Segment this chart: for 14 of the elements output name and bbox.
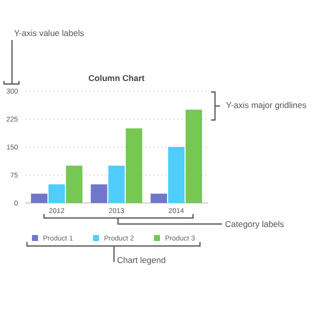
bar — [48, 184, 65, 203]
chart-title: Column Chart — [88, 73, 145, 83]
bar — [186, 110, 202, 203]
bar — [66, 166, 82, 203]
text: Category labels — [225, 219, 284, 229]
bar — [126, 128, 142, 203]
bar — [168, 147, 185, 203]
bar — [30, 194, 48, 203]
text: Y-axis major gridlines — [226, 100, 306, 110]
bar — [108, 166, 125, 203]
text: Y-axis value labels — [14, 28, 84, 38]
bar — [90, 184, 108, 203]
text: Chart legend — [117, 255, 166, 265]
bar — [150, 194, 168, 203]
